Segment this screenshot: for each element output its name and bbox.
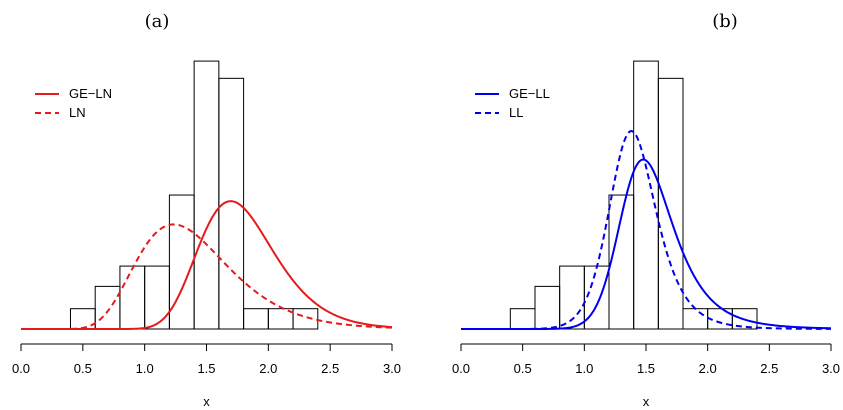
panel-label: (b) [712, 11, 738, 32]
legend-label: GE−LL [509, 86, 550, 101]
histogram-bar [144, 265, 170, 330]
x-tick-label: 3.0 [822, 361, 840, 376]
legend: GE−LN LN [35, 86, 112, 120]
histogram-bar [731, 308, 758, 330]
x-tick-label: 1.5 [197, 361, 215, 376]
x-tick-label: 2.5 [760, 361, 778, 376]
x-tick-label: 0.0 [12, 361, 30, 376]
histogram-bar [119, 265, 146, 330]
series-line-solid [21, 200, 393, 330]
x-tick-label: 1.5 [637, 361, 655, 376]
histogram-bar [292, 308, 319, 330]
legend-label: LN [69, 105, 86, 120]
panel-a: (a) 0.0 0.5 1.0 1.5 2.0 2.5 3.0 x GE−LN LN [12, 11, 401, 409]
x-tick-label: 3.0 [383, 361, 401, 376]
legend-label: LL [509, 105, 523, 120]
x-tick-label: 2.0 [259, 361, 277, 376]
panel-label: (a) [145, 11, 170, 32]
x-tick-label: 1.0 [575, 361, 593, 376]
histogram-bar [218, 77, 245, 330]
histogram-bar [534, 285, 561, 330]
x-tick-label: 1.0 [136, 361, 154, 376]
histogram-bar [509, 308, 536, 330]
histogram-bar [682, 308, 709, 330]
x-tick-label: 0.5 [514, 361, 532, 376]
histogram-bar [168, 194, 195, 330]
panel-b: (b) 0.0 0.5 1.0 1.5 2.0 2.5 3.0 x GE−LL LL [452, 11, 840, 409]
x-tick-label: 2.0 [699, 361, 717, 376]
series-line-dashed [21, 223, 393, 330]
histogram-bar [193, 60, 220, 330]
histogram-bar [657, 77, 684, 330]
x-axis-label: x [203, 394, 210, 409]
series-line-solid [461, 158, 832, 330]
x-tick-label: 0.0 [452, 361, 470, 376]
series-line-dashed [461, 130, 831, 330]
legend-label: GE−LN [69, 86, 112, 101]
x-axis-label: x [643, 394, 650, 409]
histogram-bar [243, 308, 269, 330]
x-tick-label: 0.5 [74, 361, 92, 376]
legend: GE−LL LL [475, 86, 550, 120]
histogram-bar [94, 285, 121, 330]
histogram-bar [633, 60, 659, 330]
histogram-bar [583, 265, 610, 330]
x-tick-label: 2.5 [321, 361, 339, 376]
